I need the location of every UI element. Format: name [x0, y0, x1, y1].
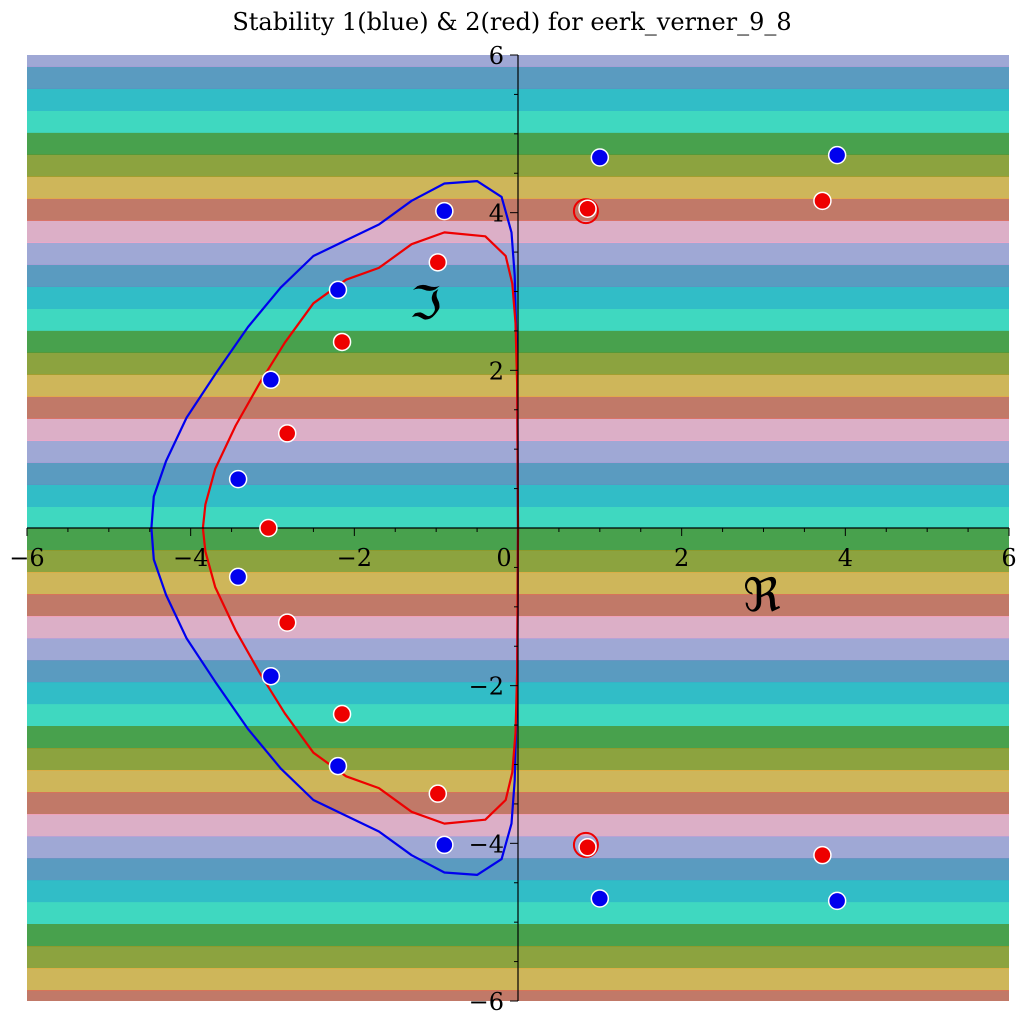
- red-stability-island: [572, 831, 599, 858]
- blue-pole-marker: [328, 280, 348, 300]
- red-pole-marker: [428, 253, 448, 272]
- blue-pole-marker: [328, 756, 348, 776]
- y-tick-label: 6: [489, 42, 504, 70]
- axes: −6 −4 −2 0 2 4 6 −6 −4 −2 2 4 6: [9, 42, 1016, 1016]
- x-tick-label: −2: [337, 544, 372, 572]
- blue-pole-marker: [827, 891, 847, 911]
- red-pole-marker: [277, 613, 297, 632]
- x-tick-label: 2: [674, 544, 689, 572]
- red-pole-marker: [259, 518, 278, 538]
- chart-title: Stability 1(blue) & 2(red) for eerk_vern…: [232, 8, 791, 36]
- red-pole-marker: [578, 199, 597, 218]
- red-stability-island: [572, 198, 599, 225]
- blue-pole-marker: [827, 145, 847, 165]
- x-tick-label: −4: [173, 544, 208, 572]
- y-tick-label: 4: [489, 200, 504, 228]
- x-tick-label: 6: [1001, 544, 1016, 572]
- red-pole-marker: [277, 424, 297, 443]
- red-pole-marker: [813, 191, 832, 211]
- blue-pole-marker: [590, 889, 610, 908]
- blue-pole-marker: [435, 201, 454, 221]
- blue-pole-marker: [590, 148, 610, 167]
- red-pole-marker: [813, 845, 832, 865]
- x-tick-label: −6: [9, 544, 44, 572]
- poles: [228, 145, 847, 911]
- red-pole-marker: [578, 838, 597, 857]
- y-tick-label: 2: [489, 357, 504, 385]
- y-tick-label: −6: [469, 988, 504, 1016]
- y-axis-label: ℑ: [409, 276, 441, 330]
- x-tick-label: 4: [838, 544, 853, 572]
- red-pole-marker: [428, 784, 448, 803]
- x-tick-label: 0: [496, 544, 511, 572]
- x-axis-label: ℜ: [743, 568, 780, 622]
- axis-labels: ℜℑ: [409, 276, 780, 622]
- blue-pole-marker: [261, 370, 281, 390]
- y-tick-label: −4: [469, 830, 504, 858]
- red-pole-marker: [332, 704, 352, 724]
- y-tick-label: −2: [469, 673, 504, 701]
- blue-pole-marker: [228, 567, 248, 587]
- blue-pole-marker: [228, 469, 248, 489]
- blue-pole-marker: [261, 666, 281, 686]
- red-pole-marker: [332, 332, 352, 352]
- blue-pole-marker: [435, 835, 454, 855]
